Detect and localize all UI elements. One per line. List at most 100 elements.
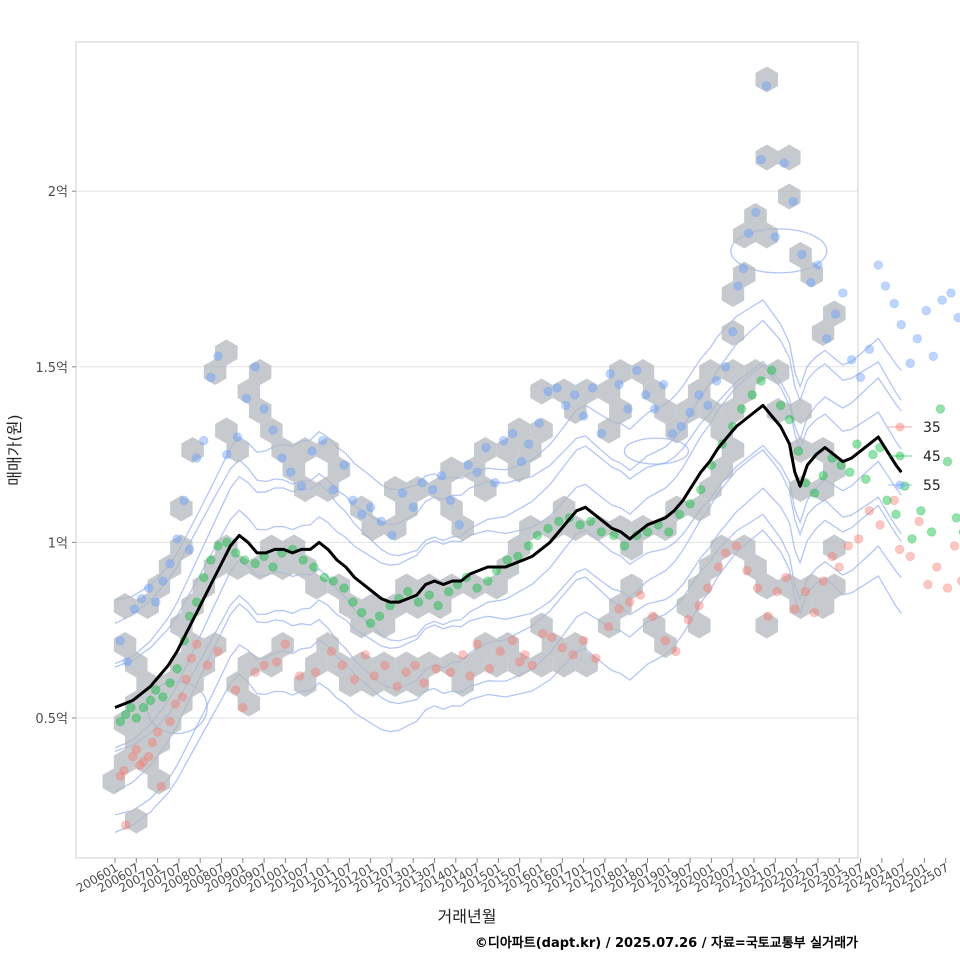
data-point-35 — [213, 646, 223, 657]
data-point-45 — [348, 597, 358, 607]
hexbin-cell — [203, 632, 227, 658]
data-point-45 — [443, 586, 454, 597]
data-point-45 — [685, 499, 695, 509]
data-point-35 — [800, 586, 811, 597]
data-point-55 — [408, 502, 419, 513]
data-point-45 — [554, 516, 564, 527]
hexbin-cell — [136, 593, 159, 619]
data-point-55 — [640, 390, 651, 400]
data-point-55 — [250, 362, 260, 372]
data-point-55 — [733, 281, 743, 291]
data-point-35 — [181, 674, 191, 685]
hexbin-cell — [552, 378, 576, 405]
data-point-35 — [720, 548, 731, 558]
hexbin-cell — [237, 690, 261, 717]
data-point-55 — [498, 435, 509, 446]
hexbin-cell — [609, 593, 632, 619]
hexbin-cell — [496, 632, 520, 658]
hexbin-cell — [676, 593, 700, 619]
hexbin-cell — [789, 476, 812, 502]
data-point-45 — [365, 618, 376, 629]
hexbin-cell — [462, 651, 486, 678]
contour-line — [114, 319, 902, 624]
hexbin-cell — [147, 768, 171, 795]
hexbin-cell — [192, 651, 216, 678]
hexbin-cell — [293, 437, 317, 463]
hexbin-cell — [744, 203, 767, 229]
data-point-55 — [788, 196, 798, 207]
data-point-35 — [152, 727, 163, 737]
hexbin-cell — [789, 593, 812, 619]
data-point-55 — [232, 432, 243, 442]
hexbin-cell — [507, 456, 531, 483]
data-point-45 — [935, 404, 946, 414]
hexbin-cell — [113, 749, 137, 775]
hexbin-cell — [316, 437, 339, 463]
data-point-45 — [403, 586, 413, 597]
data-point-55 — [880, 281, 891, 291]
data-point-35 — [809, 607, 820, 618]
data-point-35 — [360, 650, 371, 660]
hexbin-cell — [721, 398, 745, 424]
hexbin-cell — [406, 476, 429, 502]
data-point-55 — [534, 418, 545, 428]
data-point-35 — [932, 562, 942, 572]
data-point-35 — [259, 660, 269, 671]
data-point-55 — [490, 477, 500, 488]
hexbin-cell — [597, 417, 621, 444]
hexbin-cell — [564, 398, 587, 424]
contour-line — [730, 228, 828, 274]
data-point-55 — [397, 488, 408, 499]
data-point-35 — [557, 643, 568, 653]
data-point-45 — [575, 520, 585, 530]
data-point-55 — [115, 635, 126, 646]
hexbin-cell — [721, 437, 745, 463]
hexbin-cell — [789, 437, 812, 463]
data-point-45 — [126, 702, 136, 713]
hexbin-cell — [158, 710, 182, 736]
data-point-45 — [642, 527, 653, 537]
data-point-55 — [846, 355, 857, 365]
data-point-35 — [694, 600, 704, 611]
data-point-35 — [703, 583, 713, 593]
hexbin-cell — [778, 144, 801, 171]
data-point-55 — [259, 404, 269, 414]
data-point-55 — [596, 428, 607, 439]
hexbin-cell — [710, 456, 733, 483]
hexbin-cell — [226, 437, 249, 463]
data-point-55 — [507, 428, 518, 439]
data-point-35 — [671, 646, 681, 657]
hexbin-cell — [687, 573, 711, 600]
hexbin-cell — [429, 476, 452, 502]
data-point-35 — [156, 781, 166, 792]
hexbin-cell — [203, 554, 227, 580]
data-point-35 — [131, 744, 142, 755]
hexbin-cell — [755, 612, 778, 639]
hexbin-cell — [192, 573, 216, 600]
hexbin-cell — [372, 612, 396, 639]
data-point-45 — [852, 439, 862, 449]
data-point-35 — [790, 604, 800, 614]
hexbin-cell — [102, 768, 125, 795]
data-point-35 — [956, 576, 960, 586]
hexbin-cell — [338, 671, 362, 697]
data-point-35 — [186, 653, 197, 664]
hexbin-cell — [338, 593, 362, 619]
data-point-35 — [713, 562, 724, 572]
data-point-35 — [419, 678, 429, 688]
data-point-45 — [268, 562, 278, 572]
data-point-55 — [376, 516, 387, 527]
data-point-55 — [623, 404, 633, 414]
hexbin-cell — [609, 359, 632, 385]
data-point-55 — [605, 369, 616, 379]
data-point-45 — [523, 541, 534, 551]
legend-key-dot — [895, 451, 905, 461]
data-point-35 — [280, 639, 291, 650]
hexbin-cell — [665, 417, 688, 444]
hexbin-cell — [293, 671, 317, 697]
legend-item-45: 45 — [888, 449, 941, 465]
data-point-45 — [664, 527, 674, 537]
hexbin-cell — [642, 378, 666, 405]
legend: 35 45 55 — [888, 420, 941, 494]
data-point-35 — [119, 765, 129, 776]
